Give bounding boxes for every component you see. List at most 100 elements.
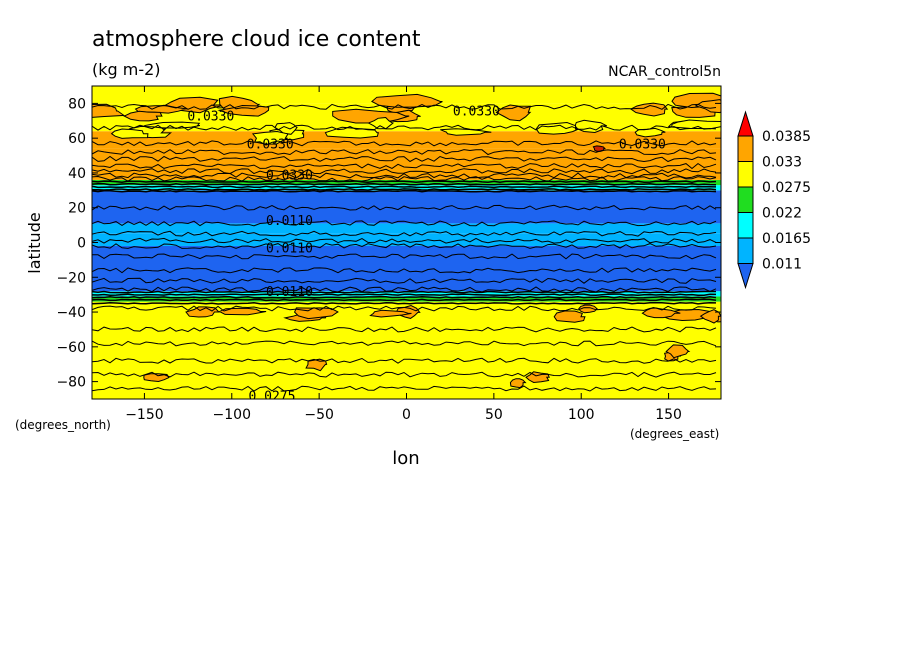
contour-line-21 (92, 277, 717, 284)
latitude-band-8 (92, 179, 721, 186)
contour-line-17 (92, 237, 717, 244)
contour-line-18 (92, 242, 717, 249)
colorbar-label-1: 0.033 (762, 155, 802, 171)
contour-blob-26 (367, 116, 395, 130)
plot-area: 0.0330 0.0330 0.0330 0.0330 0.0330 0.0110 0.01… (92, 86, 721, 405)
contour-line-28 (92, 305, 717, 312)
x-tick-label-3: 0 (402, 407, 411, 423)
contour-blob-46 (143, 373, 170, 383)
source-label: NCAR_control5n (608, 64, 721, 80)
contour-line-6 (92, 168, 717, 175)
contour-line-15 (92, 220, 717, 227)
contour-line-3 (92, 149, 717, 156)
contour-blob-40 (369, 309, 412, 318)
contour-line-9 (92, 180, 717, 183)
contour-label-3: 0.0330 (619, 137, 666, 152)
y-tick-label-3: 20 (68, 201, 86, 217)
contour-blob-6 (92, 103, 126, 118)
contour-blob-10 (123, 110, 163, 122)
contour-label-4: 0.0330 (266, 169, 313, 184)
y-axis: 80 60 40 20 0 −20 −40 −60 −80 (56, 96, 721, 391)
contour-line-23 (92, 290, 716, 294)
contour-line-20 (92, 267, 717, 274)
y-tick-label-2: 40 (68, 166, 86, 182)
contour-lines (92, 103, 717, 392)
contour-line-5 (92, 162, 717, 170)
colorbar-swatch-3 (737, 212, 754, 239)
contour-line-22 (92, 286, 717, 293)
latitude-band-7 (92, 185, 721, 191)
contour-line-30 (92, 340, 717, 347)
contour-blob-19 (535, 121, 579, 135)
colorbar-label-5: 0.011 (762, 257, 802, 273)
x-tick-label-6: 150 (655, 407, 682, 423)
contour-blob-29 (440, 128, 492, 136)
colorbar-label-3: 0.022 (762, 206, 802, 222)
contour-blob-34 (553, 310, 586, 323)
chart-title: atmosphere cloud ice content (92, 27, 421, 52)
contour-label-8: 0.0275 (248, 390, 295, 405)
contour-label-6: 0.0110 (266, 242, 313, 257)
contour-line-14 (92, 204, 717, 211)
latitude-band-10 (92, 131, 721, 149)
colorbar-label-2: 0.0275 (762, 180, 811, 196)
contour-line-25 (92, 295, 717, 299)
colorbar-swatch-1 (737, 161, 754, 188)
contour-line-24 (92, 293, 717, 297)
contour-blob-47 (665, 344, 691, 359)
x-axis-label: lon (392, 448, 419, 469)
colorbar-triangle-bottom (737, 263, 754, 290)
contour-line-13 (92, 189, 717, 193)
contour-line-16 (92, 230, 717, 237)
x-tick-label-2: −50 (304, 407, 334, 423)
contour-blob-39 (699, 309, 721, 324)
contour-line-10 (92, 182, 717, 186)
y-tick-label-4: 0 (77, 236, 86, 252)
contour-line-33 (92, 385, 717, 392)
contour-line-27 (92, 302, 717, 305)
contour-line-31 (92, 357, 717, 364)
latitude-band-1 (92, 296, 721, 302)
contour-line-4 (92, 155, 717, 163)
contour-blob-23 (274, 122, 298, 135)
colorbar-swatch-0 (737, 135, 754, 162)
contour-line-29 (92, 326, 717, 333)
y-tick-label-7: −60 (56, 340, 86, 356)
x-tick-label-1: −100 (213, 407, 251, 423)
colorbar-label-4: 0.0165 (762, 231, 811, 247)
contour-blob-42 (305, 358, 328, 372)
x-tick-label-0: −150 (125, 407, 163, 423)
y-tick-label-5: −20 (56, 270, 86, 286)
contour-line-2 (92, 140, 717, 147)
y-tick-label-0: 80 (68, 96, 86, 112)
contour-line-12 (92, 188, 717, 191)
y-tick-label-1: 60 (68, 131, 86, 147)
y-tick-label-6: −40 (56, 305, 86, 321)
contour-label-5: 0.0110 (266, 214, 313, 229)
y-units-label: (degrees_north) (15, 418, 111, 432)
contour-label-1: 0.0330 (453, 104, 500, 119)
x-units-label: (degrees_east) (630, 427, 719, 441)
colorbar-swatch-4 (737, 237, 754, 264)
x-axis: −150 −100 −50 0 50 100 150 (125, 86, 682, 423)
x-tick-label-5: 100 (568, 407, 595, 423)
y-tick-label-8: −80 (56, 375, 86, 391)
contour-line-32 (92, 371, 717, 378)
contour-blob-24 (110, 128, 149, 139)
colorbar-label-0: 0.0385 (762, 129, 811, 145)
chart-subtitle: (kg m-2) (92, 60, 161, 79)
contour-line-19 (92, 253, 717, 260)
contour-blob-35 (578, 304, 599, 314)
colorbar-swatch-2 (737, 186, 754, 213)
y-axis-label: latitude (25, 212, 44, 273)
contour-line-1 (92, 124, 717, 131)
contour-blob-16 (143, 121, 201, 129)
contour-labels: 0.0330 0.0330 0.0330 0.0330 0.0330 0.0110 0.01… (187, 104, 666, 405)
x-tick-label-4: 50 (485, 407, 503, 423)
contour-blob-44 (509, 378, 527, 389)
contour-label-7: 0.0110 (266, 285, 313, 300)
latitude-band-5 (92, 223, 721, 234)
contour-blob-3 (629, 102, 669, 117)
contour-label-0: 0.0330 (187, 110, 234, 125)
